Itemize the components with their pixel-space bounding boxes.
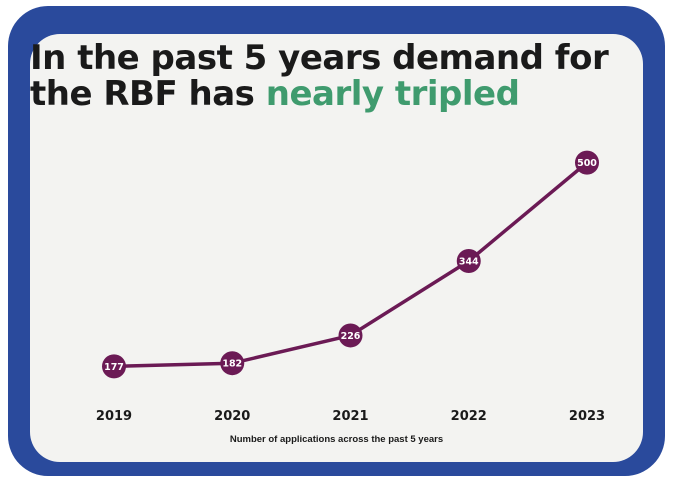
chart-xtick-layer: 2019 2020 2021 2022 2023 <box>96 409 605 424</box>
data-point-2021 <box>338 323 363 348</box>
data-label-2023: 500 <box>577 158 597 169</box>
data-point-2022 <box>456 249 481 274</box>
data-label-2022: 344 <box>459 257 479 268</box>
x-axis-label: Number of applications across the past 5… <box>229 434 444 445</box>
chart-point-layer: 177 182 226 344 500 <box>102 150 599 379</box>
x-tick-label-2020: 2020 <box>214 409 250 424</box>
data-label-2019: 177 <box>104 362 124 373</box>
x-tick-label-2023: 2023 <box>569 409 605 424</box>
data-point-2019 <box>102 354 126 379</box>
data-label-2020: 182 <box>222 359 242 370</box>
data-label-2021: 226 <box>341 331 361 342</box>
chart-card <box>30 34 643 462</box>
x-tick-label-2022: 2022 <box>451 409 487 424</box>
headline: In the past 5 years demand for the RBF h… <box>30 38 609 114</box>
headline-line-1: In the past 5 years demand for <box>30 38 609 78</box>
headline-accent: nearly tripled <box>265 74 520 114</box>
x-tick-label-2021: 2021 <box>332 409 368 424</box>
x-tick-label-2019: 2019 <box>96 409 132 424</box>
data-point-2020 <box>220 351 245 376</box>
headline-line-2-prefix: the RBF has <box>30 74 266 114</box>
data-point-2023 <box>575 150 599 175</box>
